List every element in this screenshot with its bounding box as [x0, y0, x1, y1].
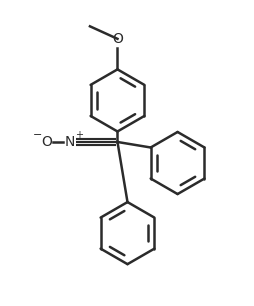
Text: N: N	[65, 135, 75, 149]
Text: +: +	[75, 130, 83, 140]
Text: O: O	[112, 32, 122, 46]
Text: O: O	[41, 135, 52, 149]
Text: −: −	[33, 130, 42, 140]
